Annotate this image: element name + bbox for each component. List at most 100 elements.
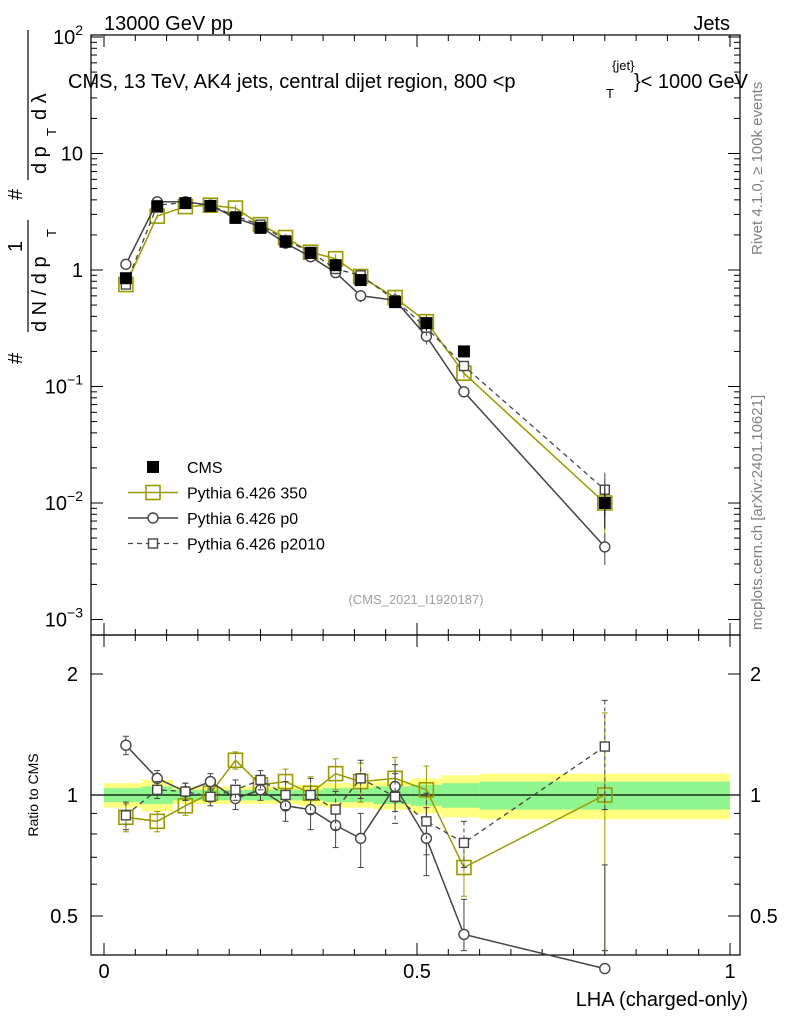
y-label-dn: d N / d p (29, 256, 51, 332)
title-sup: {jet} (612, 58, 635, 73)
series-line-p350 (125, 204, 606, 504)
x-axis-label: LHA (charged-only) (576, 989, 748, 1011)
legend-label: CMS (187, 460, 223, 477)
y-tick-label-base: 10 (53, 27, 75, 49)
ratio-point-p350 (456, 859, 472, 876)
ratio-panel: 0.5 1 2 0.5 1 2 0 0.5 1 (50, 634, 778, 983)
y-tick-label-exp: −2 (67, 488, 83, 504)
ratio-y-tick-label-right: 2 (750, 664, 761, 686)
data-point-cms (179, 197, 192, 210)
ratio-point-p2010 (305, 789, 316, 801)
ratio-point-p350 (327, 765, 344, 782)
data-point-p0 (354, 290, 367, 302)
legend-marker-p350 (145, 484, 161, 501)
y-tick-label: 10−3 (45, 605, 83, 632)
data-point-cms (254, 221, 267, 234)
data-point-p0 (120, 258, 132, 270)
data-point-cms (119, 272, 132, 285)
data-point-cms (229, 211, 242, 224)
ratio-point-p2010 (599, 741, 610, 752)
ratio-point-p2010 (355, 773, 366, 784)
legend-marker-p0 (147, 512, 159, 524)
data-point-cms (354, 274, 367, 287)
data-point-cms (151, 200, 164, 213)
title-main: CMS, 13 TeV, AK4 jets, central dijet reg… (68, 71, 516, 93)
title-tail: }< 1000 GeV (634, 71, 749, 93)
ratio-y-tick-label: 0.5 (50, 906, 78, 928)
svg-text:CMS, 13 TeV, AK4 jets, central: CMS, 13 TeV, AK4 jets, central dijet reg… (68, 71, 516, 93)
ratio-point-p2010 (205, 791, 216, 802)
y-label-hash1: # (5, 352, 27, 364)
ratio-y-tick-label: 1 (67, 785, 78, 807)
data-point-cms (329, 259, 342, 272)
legend: CMS Pythia 6.426 350 Pythia 6.426 p0 Pythia… (128, 460, 325, 554)
rivet-label: Rivet 4.1.0, ≥ 100k events (749, 82, 766, 255)
y-tick-label: 10−2 (45, 488, 83, 515)
data-point-cms (304, 246, 317, 259)
ratio-y-label: Ratio to CMS (25, 753, 41, 836)
main-y-label: # 1 d N / d p T # d 2 N d p T d λ (0, 30, 59, 364)
ratio-point-p0 (120, 739, 132, 751)
title-sub: T (606, 86, 614, 101)
ratio-y-tick-label-right: 0.5 (750, 906, 778, 928)
data-point-cms (389, 296, 402, 309)
ratio-point-p2010 (120, 810, 132, 821)
ratio-y-tick-label-right: 1 (750, 785, 761, 807)
ratio-axis-ticks: 0.5 1 2 0.5 1 2 0 0.5 1 (50, 635, 778, 983)
x-tick-label: 0 (98, 961, 109, 983)
y-tick-label-base: 10 (45, 377, 67, 399)
y-label-d2n-tail: N (0, 70, 1, 84)
ratio-point-p0 (354, 832, 367, 845)
legend-label: Pythia 6.426 p2010 (187, 537, 325, 554)
ratio-point-p2010 (255, 774, 266, 786)
y-tick-label-base: 10 (45, 493, 67, 515)
header-process-label: 13000 GeV pp (104, 13, 233, 35)
y-tick-label-exp: −3 (67, 605, 83, 621)
ratio-point-p350 (149, 813, 166, 830)
y-label-dpt: d p (29, 146, 51, 174)
ratio-point-p2010 (330, 804, 341, 815)
main-data-marks (118, 196, 613, 565)
ratio-point-p0 (599, 962, 611, 975)
analysis-tag: (CMS_2021_I1920187) (348, 592, 483, 607)
y-label-one: 1 (5, 241, 27, 252)
legend-marker-p2010 (147, 538, 159, 549)
data-point-cms (420, 317, 433, 330)
mcplots-label: mcplots.cern.ch [arXiv:2401.10621] (749, 395, 766, 630)
legend-label: Pythia 6.426 p0 (187, 511, 298, 528)
header-category-label: Jets (693, 13, 730, 35)
data-point-cms (457, 345, 470, 358)
ratio-point-p350 (227, 752, 244, 769)
data-point-cms (279, 235, 292, 248)
y-tick-label-exp: 2 (75, 22, 83, 38)
x-tick-label: 1 (724, 961, 735, 983)
y-label-d2n: d (0, 94, 1, 105)
data-point-p0 (599, 541, 611, 553)
ratio-point-p0 (458, 928, 470, 941)
series-line-p2010 (125, 201, 606, 491)
ratio-point-p2010 (230, 784, 241, 796)
x-tick-label: 0.5 (403, 961, 431, 983)
data-point-p350 (202, 197, 219, 213)
ratio-line-p350 (125, 759, 606, 869)
data-point-cms (598, 497, 611, 509)
ratio-point-p2010 (421, 816, 432, 827)
y-tick-label-exp: −1 (67, 372, 83, 388)
data-point-p0 (458, 386, 470, 398)
ratio-data-marks (118, 699, 613, 975)
legend-label: Pythia 6.426 350 (187, 486, 307, 503)
ratio-point-p2010 (280, 789, 291, 801)
y-label-dlambda: d λ (29, 93, 51, 120)
ratio-point-p2010 (180, 786, 191, 797)
y-label-dpt-sub: T (44, 128, 59, 136)
y-tick-label: 1 (72, 260, 83, 282)
ratio-point-p0 (204, 775, 217, 788)
y-label-dn-sub: T (44, 229, 59, 237)
ratio-point-p2010 (389, 791, 401, 802)
ratio-point-p2010 (152, 784, 163, 796)
y-tick-label: 102 (53, 22, 83, 49)
ratio-point-p2010 (458, 837, 470, 849)
legend-marker-cms (147, 461, 159, 473)
